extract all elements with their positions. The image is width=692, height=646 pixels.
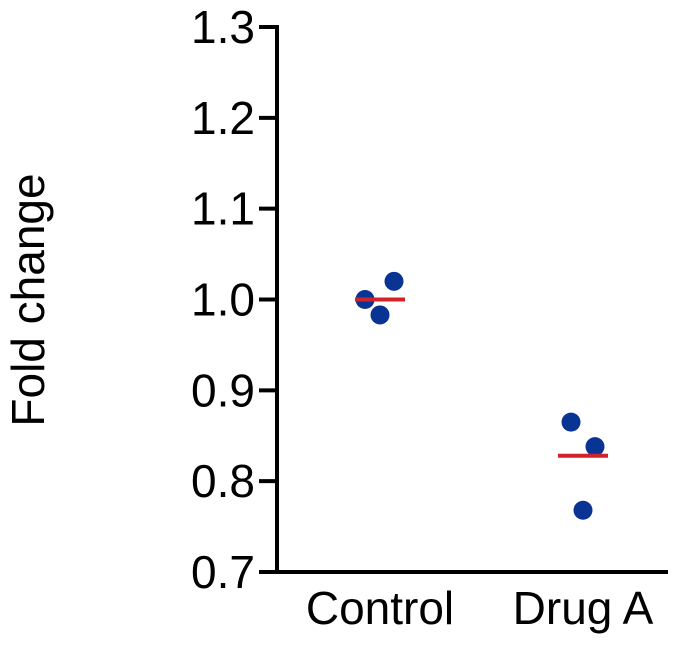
data-point bbox=[370, 305, 390, 325]
data-point bbox=[585, 437, 605, 457]
data-point bbox=[561, 412, 581, 432]
y-tick-label: 0.9 bbox=[191, 364, 255, 416]
y-axis: 0.7 0.8 0.9 1.0 1.1 1.2 1.3 bbox=[191, 1, 279, 598]
data-marks bbox=[355, 271, 608, 520]
x-axis: Control Drug A bbox=[275, 570, 668, 634]
data-point bbox=[384, 271, 404, 291]
y-tick-label: 0.8 bbox=[191, 455, 255, 507]
x-tick-label: Control bbox=[306, 582, 454, 634]
y-tick-label: 0.7 bbox=[191, 546, 255, 598]
x-tick-label: Drug A bbox=[513, 582, 654, 634]
y-axis-title: Fold change bbox=[2, 173, 54, 426]
y-tick-label: 1.1 bbox=[191, 183, 255, 235]
y-tick-label: 1.2 bbox=[191, 92, 255, 144]
y-tick-label: 1.0 bbox=[191, 274, 255, 326]
data-point bbox=[573, 500, 593, 520]
y-tick-label: 1.3 bbox=[191, 1, 255, 53]
